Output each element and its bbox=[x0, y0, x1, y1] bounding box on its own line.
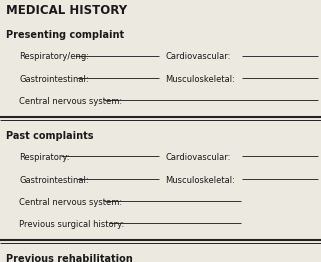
Text: Respiratory/eng:: Respiratory/eng: bbox=[19, 52, 89, 61]
Text: Previous rehabilitation: Previous rehabilitation bbox=[6, 254, 133, 262]
Text: Cardiovascular:: Cardiovascular: bbox=[165, 52, 231, 61]
Text: Previous surgical history:: Previous surgical history: bbox=[19, 220, 125, 229]
Text: Musculoskeletal:: Musculoskeletal: bbox=[165, 75, 235, 84]
Text: Presenting complaint: Presenting complaint bbox=[6, 30, 125, 40]
Text: MEDICAL HISTORY: MEDICAL HISTORY bbox=[6, 4, 127, 17]
Text: Musculoskeletal:: Musculoskeletal: bbox=[165, 176, 235, 184]
Text: Central nervous system:: Central nervous system: bbox=[19, 97, 122, 106]
Text: Cardiovascular:: Cardiovascular: bbox=[165, 153, 231, 162]
Text: Central nervous system:: Central nervous system: bbox=[19, 198, 122, 207]
Text: Respiratory:: Respiratory: bbox=[19, 153, 70, 162]
Text: Past complaints: Past complaints bbox=[6, 131, 94, 141]
Text: Gastrointestinal:: Gastrointestinal: bbox=[19, 176, 89, 184]
Text: Gastrointestinal:: Gastrointestinal: bbox=[19, 75, 89, 84]
